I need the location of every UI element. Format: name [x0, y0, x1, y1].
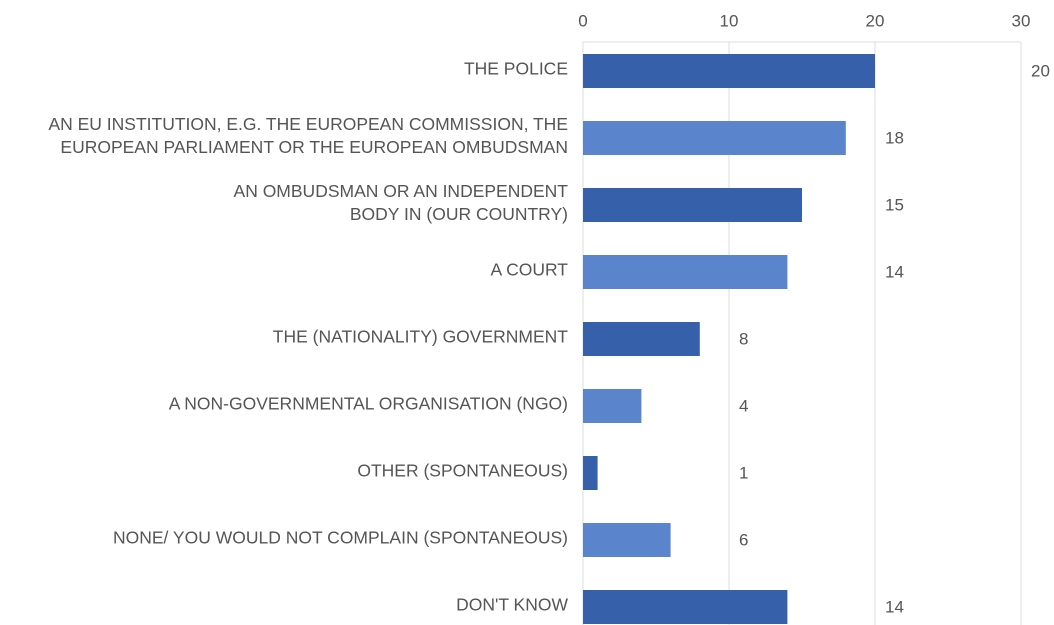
x-tick-label: 0	[578, 11, 587, 30]
category-label: THE POLICE	[463, 58, 568, 79]
category-label: OTHER (SPONTANEOUS)	[357, 460, 568, 481]
bar	[583, 456, 598, 490]
bar	[583, 322, 700, 356]
x-tick-label: 20	[866, 11, 885, 30]
value-label: 14	[885, 597, 904, 616]
category-label: A COURT	[490, 259, 568, 280]
value-label: 4	[739, 396, 748, 415]
category-label: AN EU INSTITUTION, E.G. THE EUROPEAN COM…	[48, 114, 568, 157]
value-label: 6	[739, 530, 748, 549]
bar	[583, 523, 671, 557]
value-label: 14	[885, 262, 904, 281]
bar	[583, 255, 788, 289]
value-label: 8	[739, 329, 748, 348]
x-tick-label: 10	[720, 11, 739, 30]
bar	[583, 188, 802, 222]
bar	[583, 54, 875, 88]
category-label: DON'T KNOW	[456, 594, 568, 615]
category-label: NONE/ YOU WOULD NOT COMPLAIN (SPONTANEOU…	[112, 527, 568, 548]
bar	[583, 389, 642, 423]
value-label: 18	[885, 128, 904, 147]
bar	[583, 590, 788, 624]
bar	[583, 121, 846, 155]
category-label: A NON-GOVERNMENTAL ORGANISATION (NGO)	[168, 393, 568, 414]
category-label: THE (NATIONALITY) GOVERNMENT	[272, 326, 568, 347]
x-tick-label: 30	[1012, 11, 1031, 30]
value-label: 15	[885, 195, 904, 214]
category-label: AN OMBUDSMAN OR AN INDEPENDENT BODY IN (…	[233, 181, 568, 224]
value-label: 20	[1031, 61, 1050, 80]
value-label: 1	[739, 463, 748, 482]
